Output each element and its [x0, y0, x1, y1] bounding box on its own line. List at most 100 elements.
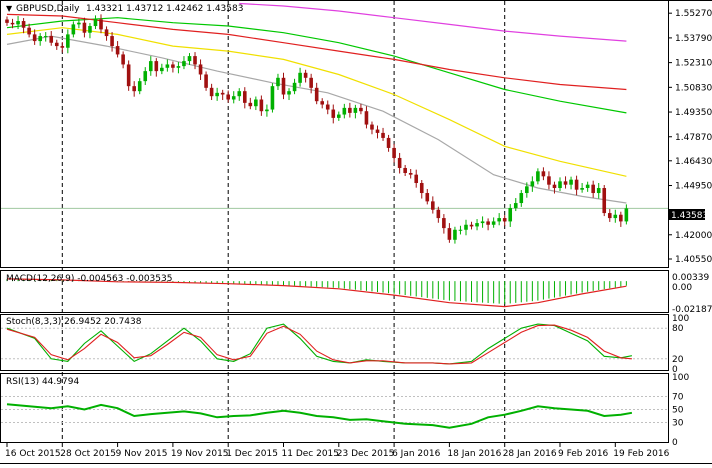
chart-ohlc: 1.43321 1.43712 1.42462 1.43583: [86, 4, 243, 14]
candle-body: [5, 19, 9, 23]
price-tick-label: 1.47870: [675, 133, 712, 143]
price-tick-label: 1.55270: [675, 9, 712, 19]
time-tick-label: 28 Jan 2016: [503, 449, 557, 459]
candle-body: [303, 72, 308, 78]
candle-body: [88, 26, 92, 33]
macd-signal-line: [6, 278, 627, 308]
stoch-signal-line: [6, 324, 632, 365]
chart-symbol: GBPUSD,Daily: [16, 4, 80, 14]
stoch-tick-label: 20: [672, 355, 684, 365]
candle-body: [209, 87, 214, 97]
current-price-label: 1.43583: [671, 211, 708, 221]
candle-body: [137, 81, 142, 92]
candle-body: [585, 184, 590, 189]
candle-body: [165, 64, 170, 68]
candle-body: [193, 56, 197, 65]
time-tick-label: 1 Dec 2015: [226, 449, 278, 459]
candle-body: [425, 193, 430, 202]
price-tick-label: 1.49350: [675, 108, 712, 118]
candle-body: [497, 218, 501, 222]
rsi-tick-label: 30: [672, 419, 684, 429]
candle-body: [231, 96, 236, 100]
candle-body: [392, 147, 396, 158]
candle-body: [298, 72, 302, 83]
candle-body: [552, 184, 557, 189]
candle-body: [176, 66, 181, 68]
candle-body: [248, 102, 253, 107]
time-tick-label: 28 Oct 2015: [60, 449, 116, 459]
stoch-label: Stoch(8,3,3) 26.9452 20.7438: [6, 317, 142, 327]
candle-body: [381, 132, 385, 138]
candle-body: [491, 221, 496, 225]
stoch-main-line: [6, 323, 633, 365]
candle-body: [77, 22, 81, 25]
candle-body: [198, 64, 203, 75]
candle-body: [171, 64, 175, 68]
current-price-tag: [669, 209, 705, 220]
macd-panel[interactable]: [0, 270, 669, 313]
candle-body: [469, 224, 474, 227]
ma-line: [6, 17, 627, 114]
time-tick-label: 19 Feb 2016: [613, 449, 669, 459]
candle-body: [414, 174, 419, 184]
candle-body: [408, 172, 413, 175]
candle-body: [54, 42, 59, 47]
candle-body: [38, 36, 42, 42]
candle-body: [215, 92, 219, 97]
candle-body: [607, 213, 612, 219]
price-tick-label: 1.40550: [675, 255, 712, 265]
time-tick-label: 6 Jan 2016: [392, 449, 440, 459]
rsi-tick-label: 50: [672, 406, 684, 416]
candle-body: [602, 188, 607, 214]
price-panel[interactable]: [0, 0, 669, 268]
candle-body: [370, 124, 374, 130]
candle-body: [182, 61, 186, 67]
candle-body: [613, 214, 618, 219]
candle-body: [16, 21, 20, 25]
ma-line: [6, 27, 627, 177]
candle-body: [60, 46, 65, 48]
candle-body: [541, 171, 546, 177]
candle-body: [431, 201, 435, 210]
candle-body: [458, 229, 463, 231]
candle-body: [287, 91, 291, 95]
candle-body: [49, 36, 54, 43]
candle-body: [359, 107, 363, 112]
rsi-panel[interactable]: [0, 373, 669, 443]
price-tick-label: 1.46430: [675, 157, 712, 167]
candle-body: [519, 193, 524, 204]
candle-body: [220, 92, 225, 95]
ma-line: [239, 2, 627, 42]
candle-body: [591, 184, 595, 194]
candle-body: [121, 54, 125, 65]
candle-body: [486, 221, 490, 225]
candle-body: [281, 77, 286, 95]
candle-body: [580, 188, 584, 190]
candle-body: [536, 171, 540, 182]
candle-body: [10, 22, 15, 25]
price-tick-label: 1.44950: [675, 182, 712, 192]
stoch-tick-label: 100: [672, 314, 689, 324]
candle-body: [442, 218, 446, 229]
candle-body: [364, 111, 369, 125]
candle-body: [558, 181, 562, 189]
candle-body: [143, 71, 148, 82]
candle-body: [276, 77, 280, 87]
candle-body: [270, 86, 275, 110]
candle-body: [204, 74, 208, 88]
price-tick-label: 1.52310: [675, 59, 712, 69]
time-axis: 16 Oct 2015 28 Oct 2015 9 Nov 2015 19 Nov 2…: [5, 443, 670, 459]
time-tick-label: 11 Dec 2015: [282, 449, 340, 459]
candle-body: [292, 82, 297, 92]
moving-averages: [6, 2, 627, 204]
candle-body: [325, 104, 330, 110]
chart-header-arrow: ▼: [6, 4, 13, 13]
candle-body: [453, 229, 457, 240]
candle-body: [265, 109, 269, 112]
candle-body: [21, 21, 26, 28]
candle-body: [337, 114, 341, 118]
price-tick-label: 1.53790: [675, 34, 712, 44]
candle-body: [82, 22, 87, 33]
